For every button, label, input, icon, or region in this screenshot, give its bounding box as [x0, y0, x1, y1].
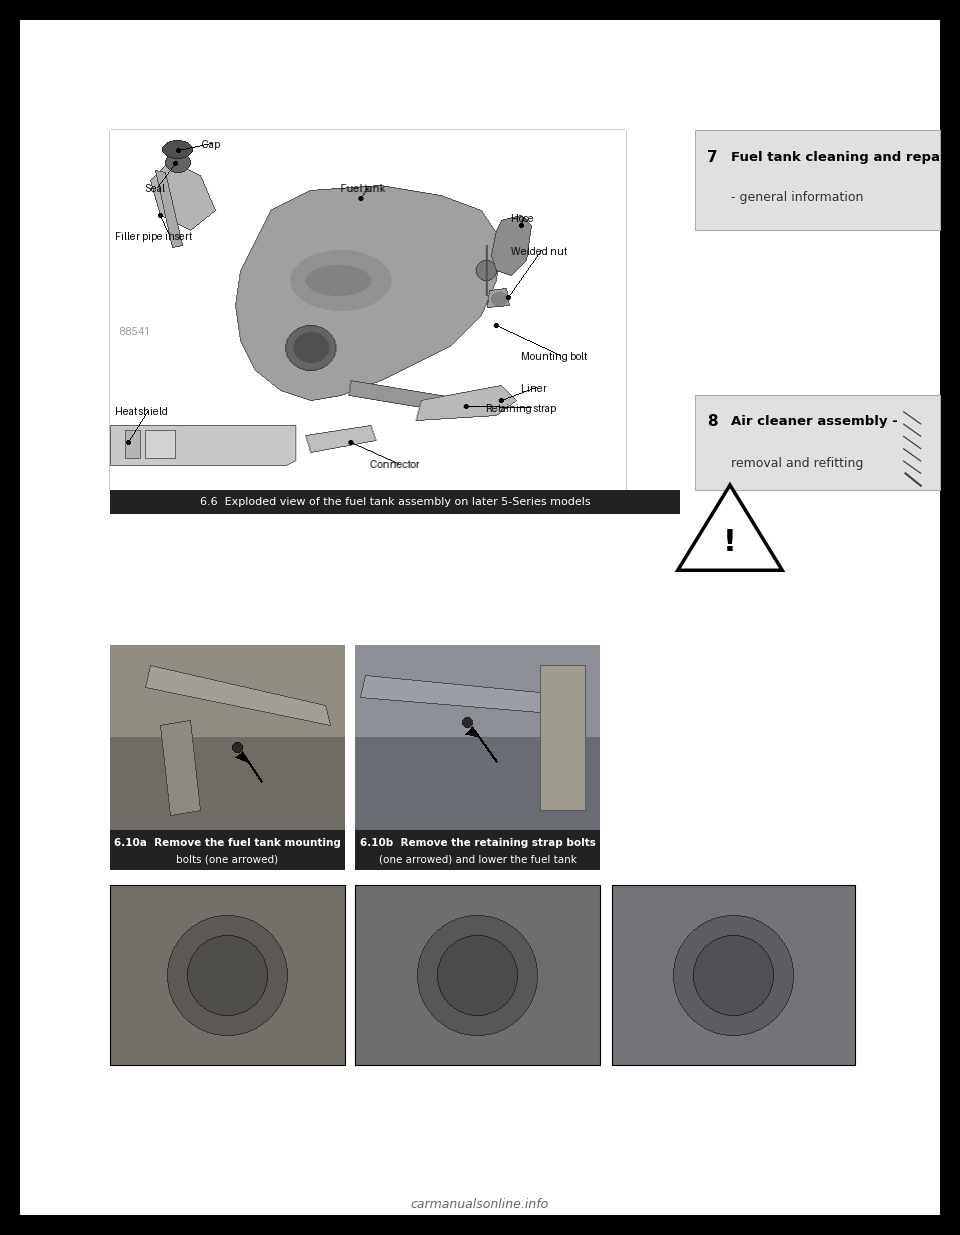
Bar: [355, 885, 600, 1065]
Text: (one arrowed) and lower the fuel tank: (one arrowed) and lower the fuel tank: [378, 855, 576, 864]
Bar: [612, 885, 855, 1065]
Polygon shape: [678, 485, 782, 571]
Text: carmanualsonline.info: carmanualsonline.info: [411, 1198, 549, 1212]
Text: Fuel tank cleaning and repair: Fuel tank cleaning and repair: [732, 152, 951, 164]
Text: 6.6  Exploded view of the fuel tank assembly on later 5-Series models: 6.6 Exploded view of the fuel tank assem…: [200, 496, 590, 508]
Bar: [110, 130, 625, 490]
Text: removal and refitting: removal and refitting: [732, 457, 864, 469]
Bar: [695, 130, 940, 230]
Text: !: !: [723, 529, 737, 557]
Text: 7: 7: [707, 151, 717, 165]
Bar: [110, 830, 345, 869]
Bar: [110, 490, 680, 514]
Text: 6.10b  Remove the retaining strap bolts: 6.10b Remove the retaining strap bolts: [360, 837, 595, 847]
Text: - general information: - general information: [732, 191, 864, 205]
Text: bolts (one arrowed): bolts (one arrowed): [177, 855, 278, 864]
Text: Air cleaner assembly -: Air cleaner assembly -: [732, 415, 899, 429]
Text: 8: 8: [707, 414, 717, 429]
Bar: [695, 395, 940, 490]
Text: 6.10a  Remove the fuel tank mounting: 6.10a Remove the fuel tank mounting: [114, 837, 341, 847]
Bar: [355, 830, 600, 869]
Bar: [110, 885, 345, 1065]
